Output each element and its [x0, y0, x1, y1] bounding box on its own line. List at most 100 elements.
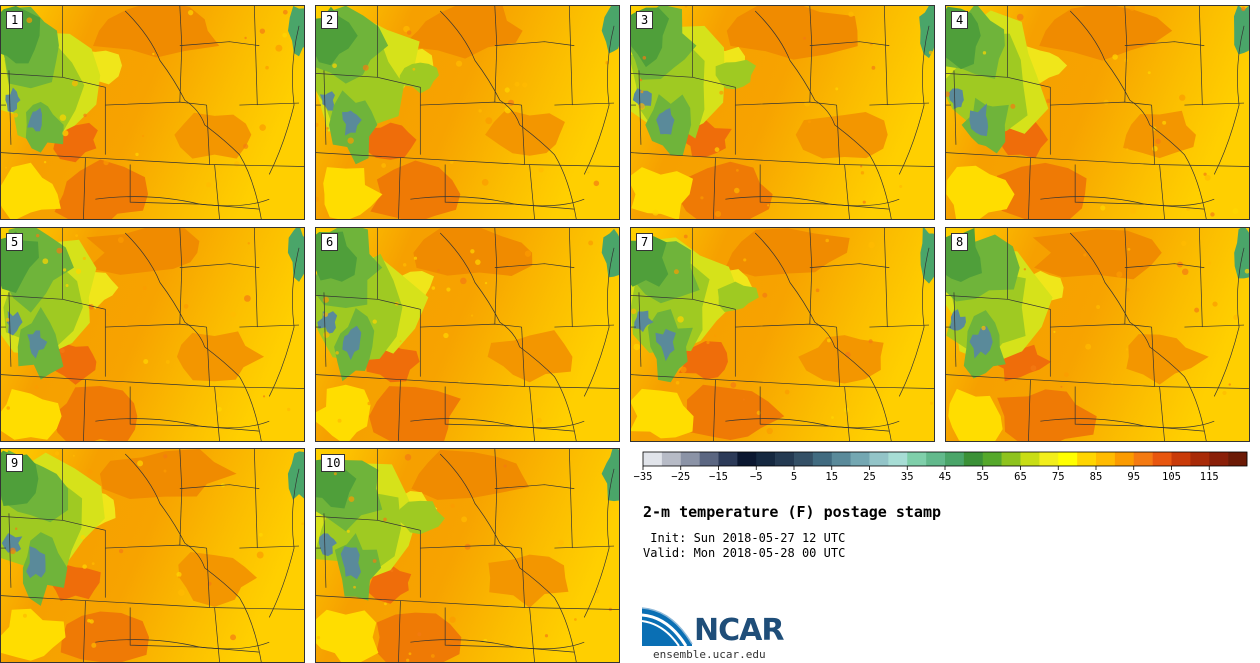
- state-border: [206, 105, 210, 165]
- noise-speck: [323, 312, 329, 317]
- noise-speck: [353, 585, 356, 589]
- cool-region: [287, 228, 304, 282]
- cool-region: [919, 6, 934, 59]
- cool-region: [715, 59, 757, 90]
- warm-region: [401, 6, 523, 59]
- noise-speck: [848, 11, 854, 17]
- river-border: [439, 232, 520, 347]
- colorbar-swatch: [756, 452, 776, 466]
- noise-speck: [587, 171, 590, 174]
- cold-peak: [319, 91, 335, 111]
- colorbar-swatch: [1039, 452, 1059, 466]
- colorbar-swatch: [945, 452, 965, 466]
- noise-speck: [868, 339, 873, 344]
- noise-speck: [981, 325, 986, 331]
- noise-speck: [1126, 148, 1129, 151]
- noise-speck: [316, 196, 320, 202]
- cold-peak: [318, 533, 337, 557]
- member-panel-1[interactable]: 1: [0, 5, 305, 220]
- river-border: [410, 418, 585, 429]
- river-border: [519, 124, 577, 219]
- site-url-link[interactable]: ensemble.ucar.edu: [653, 648, 766, 661]
- noise-speck: [1023, 268, 1027, 271]
- state-border: [316, 374, 619, 389]
- warm-region: [725, 228, 850, 277]
- state-border: [713, 379, 716, 441]
- temperature-map: [1, 449, 304, 662]
- member-panel-5[interactable]: 5: [0, 227, 305, 442]
- noise-speck: [700, 196, 704, 200]
- state-border: [1184, 324, 1245, 328]
- state-border: [1124, 41, 1205, 46]
- state-border: [521, 327, 525, 387]
- member-panel-6[interactable]: 6: [315, 227, 620, 442]
- noise-speck: [4, 166, 7, 169]
- member-label: 6: [321, 233, 339, 251]
- warm-region: [178, 552, 258, 607]
- temperature-colorbar: [642, 451, 1248, 470]
- temperature-map: [316, 228, 619, 441]
- noise-speck: [258, 26, 262, 29]
- temperature-map: [316, 449, 619, 662]
- state-border: [1, 595, 304, 610]
- noise-speck: [316, 122, 319, 127]
- colorbar-swatch: [1020, 452, 1040, 466]
- state-border: [529, 164, 535, 219]
- river-border: [519, 567, 577, 662]
- noise-speck: [928, 50, 933, 55]
- member-label: 2: [321, 11, 339, 29]
- member-panel-3[interactable]: 3: [630, 5, 935, 220]
- state-border: [759, 164, 890, 210]
- noise-speck: [103, 159, 109, 166]
- noise-speck: [301, 522, 304, 525]
- noise-speck: [332, 63, 337, 69]
- colorbar-tick: 105: [1162, 471, 1181, 483]
- cold-peak: [340, 546, 362, 580]
- state-border: [8, 292, 12, 367]
- warm-region: [676, 161, 773, 219]
- noise-speck: [860, 165, 863, 168]
- noise-speck: [675, 380, 680, 385]
- colorbar-tick: 45: [938, 471, 952, 483]
- state-border: [1, 295, 106, 377]
- river-border: [95, 196, 270, 207]
- colorbar-swatch: [1001, 452, 1021, 466]
- member-panel-7[interactable]: 7: [630, 227, 935, 442]
- member-panel-9[interactable]: 9: [0, 448, 305, 663]
- member-panel-10[interactable]: 10: [315, 448, 620, 663]
- noise-speck: [862, 200, 866, 204]
- noise-speck: [88, 304, 94, 310]
- noise-speck: [557, 539, 564, 546]
- state-border: [8, 513, 12, 588]
- noise-speck: [106, 313, 109, 316]
- colorbar-tick: 55: [976, 471, 990, 483]
- member-panel-8[interactable]: 8: [945, 227, 1250, 442]
- colorbar-swatch: [869, 452, 889, 466]
- noise-speck: [638, 103, 646, 110]
- colorbar-swatch: [1152, 452, 1172, 466]
- noise-speck: [455, 60, 463, 67]
- noise-speck: [178, 589, 185, 597]
- member-panel-2[interactable]: 2: [315, 5, 620, 220]
- noise-speck: [384, 602, 387, 606]
- noise-speck: [137, 460, 144, 467]
- state-border: [179, 488, 183, 546]
- noise-speck: [1083, 253, 1087, 257]
- noise-speck: [1181, 268, 1189, 276]
- noise-speck: [464, 543, 471, 550]
- noise-speck: [762, 292, 768, 298]
- warm-region: [51, 386, 138, 441]
- noise-speck: [460, 277, 467, 285]
- colorbar-swatch: [643, 452, 663, 466]
- noise-speck: [390, 569, 394, 573]
- state-border: [323, 513, 327, 588]
- state-border: [179, 449, 183, 489]
- noise-speck: [230, 311, 236, 318]
- cold-peak: [27, 107, 43, 132]
- member-panel-4[interactable]: 4: [945, 5, 1250, 220]
- colorbar-swatch: [1077, 452, 1097, 466]
- state-border: [1184, 102, 1245, 106]
- ncar-logo-icon[interactable]: [642, 606, 694, 648]
- temperature-map: [631, 228, 934, 441]
- noise-speck: [736, 168, 739, 172]
